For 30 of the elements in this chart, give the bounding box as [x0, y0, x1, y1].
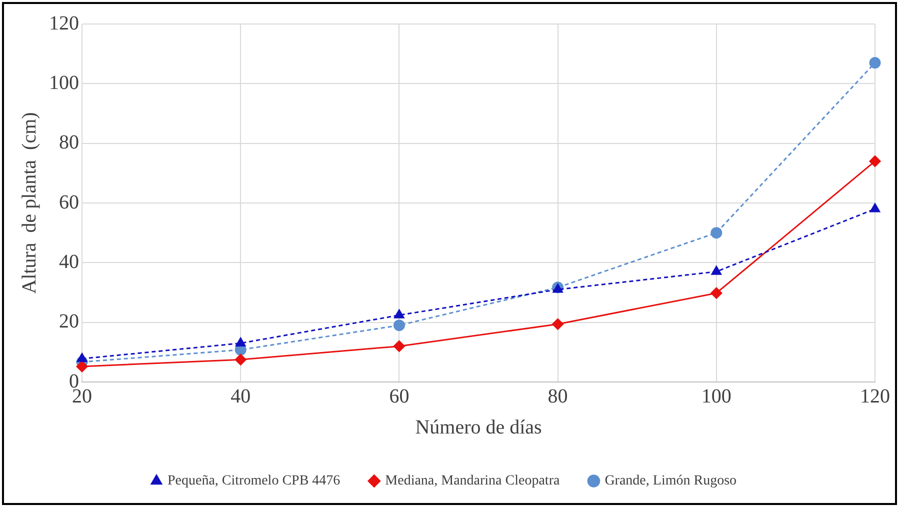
point — [711, 266, 722, 275]
point — [234, 354, 246, 366]
y-tick-label: 100 — [49, 72, 79, 94]
legend-label: Grande, Limón Rugoso — [604, 474, 737, 489]
y-tick-label: 20 — [59, 310, 79, 333]
point — [76, 360, 88, 372]
y-tick-label: 80 — [59, 132, 79, 154]
x-tick-label: 80 — [548, 385, 568, 408]
legend-label: Mediana, Mandarina Cleopatra — [385, 474, 560, 489]
point — [710, 287, 722, 299]
y-tick-label: 120 — [49, 12, 79, 34]
x-tick-label: 40 — [230, 385, 251, 408]
y-axis-title: Altura de planta (cm) — [18, 112, 40, 294]
y-tick-label: 40 — [59, 250, 79, 273]
point — [552, 318, 564, 330]
x-axis-title: Número de días — [415, 416, 542, 438]
y-tick-label: 60 — [59, 191, 79, 214]
point — [76, 352, 88, 362]
point — [394, 309, 404, 318]
point — [393, 320, 405, 332]
point — [870, 203, 880, 212]
x-tick-label: 120 — [860, 385, 890, 408]
legend-label: Pequeña, Citromelo CPB 4476 — [167, 474, 340, 489]
x-tick-label: 100 — [701, 385, 732, 408]
point — [869, 155, 881, 167]
point — [869, 57, 881, 69]
point — [393, 340, 405, 352]
point — [710, 227, 722, 239]
point — [236, 337, 246, 346]
x-tick-label: 60 — [389, 385, 410, 408]
